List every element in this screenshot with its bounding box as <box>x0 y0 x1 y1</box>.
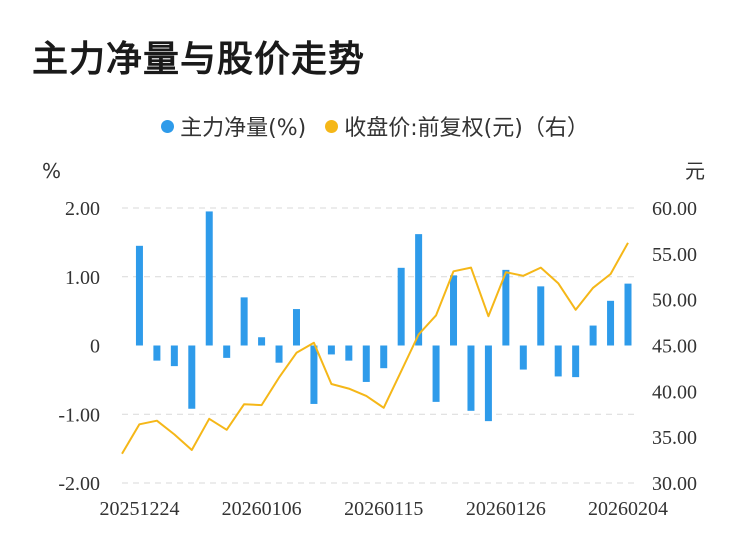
bar <box>153 345 161 361</box>
left-tick-label: 1.00 <box>65 267 100 289</box>
bar <box>380 345 388 369</box>
right-tick-label: 45.00 <box>652 336 697 358</box>
right-tick-label: 35.00 <box>652 427 697 449</box>
right-tick-label: 30.00 <box>652 473 697 495</box>
bar <box>415 234 423 346</box>
legend-line-label: 收盘价:前复权(元)（右） <box>344 116 589 141</box>
bar <box>310 345 318 404</box>
right-tick-label: 60.00 <box>652 198 697 220</box>
bar <box>589 325 597 346</box>
legend-line-swatch <box>325 119 339 133</box>
legend: 主力净量(%) 收盘价:前复权(元)（右） <box>0 110 750 142</box>
right-tick-label: 40.00 <box>652 381 697 403</box>
bar <box>607 300 615 346</box>
bar <box>188 345 196 409</box>
bar <box>240 297 248 346</box>
x-tick-label: 20260115 <box>344 498 423 520</box>
left-tick-label: -1.00 <box>58 404 100 426</box>
bar <box>327 345 335 355</box>
bar <box>397 267 405 346</box>
bar <box>170 345 178 367</box>
left-tick-label: -2.00 <box>58 473 100 495</box>
bar <box>135 245 143 346</box>
left-tick-label: 0 <box>90 336 100 358</box>
bar <box>223 345 231 358</box>
right-tick-label: 55.00 <box>652 244 697 266</box>
bar <box>432 345 440 402</box>
bar <box>624 283 632 346</box>
bar <box>554 345 562 377</box>
left-axis-unit: % <box>42 159 61 183</box>
bar <box>537 286 545 346</box>
x-tick-label: 20260126 <box>466 498 546 520</box>
bar <box>362 345 370 382</box>
right-axis-unit: 元 <box>685 159 705 183</box>
bar <box>345 345 353 361</box>
bar <box>484 345 492 422</box>
x-tick-label: 20260204 <box>588 498 668 520</box>
legend-item-line[interactable]: 收盘价:前复权(元)（右） <box>325 110 589 142</box>
legend-item-bar[interactable]: 主力净量(%) <box>161 110 306 142</box>
x-tick-label: 20251224 <box>99 498 179 520</box>
bar <box>467 345 475 411</box>
x-tick-label: 20260106 <box>222 498 302 520</box>
legend-bar-label: 主力净量(%) <box>180 116 307 141</box>
bar <box>258 337 266 346</box>
chart-title: 主力净量与股价走势 <box>32 39 366 80</box>
left-tick-label: 2.00 <box>65 198 100 220</box>
price-line <box>121 242 629 455</box>
bar <box>450 275 458 346</box>
bar <box>502 269 510 346</box>
bar <box>205 211 213 346</box>
legend-bar-swatch <box>161 119 175 133</box>
bar <box>275 345 283 363</box>
right-tick-label: 50.00 <box>652 290 697 312</box>
bar <box>292 309 300 346</box>
bar <box>519 345 527 370</box>
bar <box>572 345 580 378</box>
